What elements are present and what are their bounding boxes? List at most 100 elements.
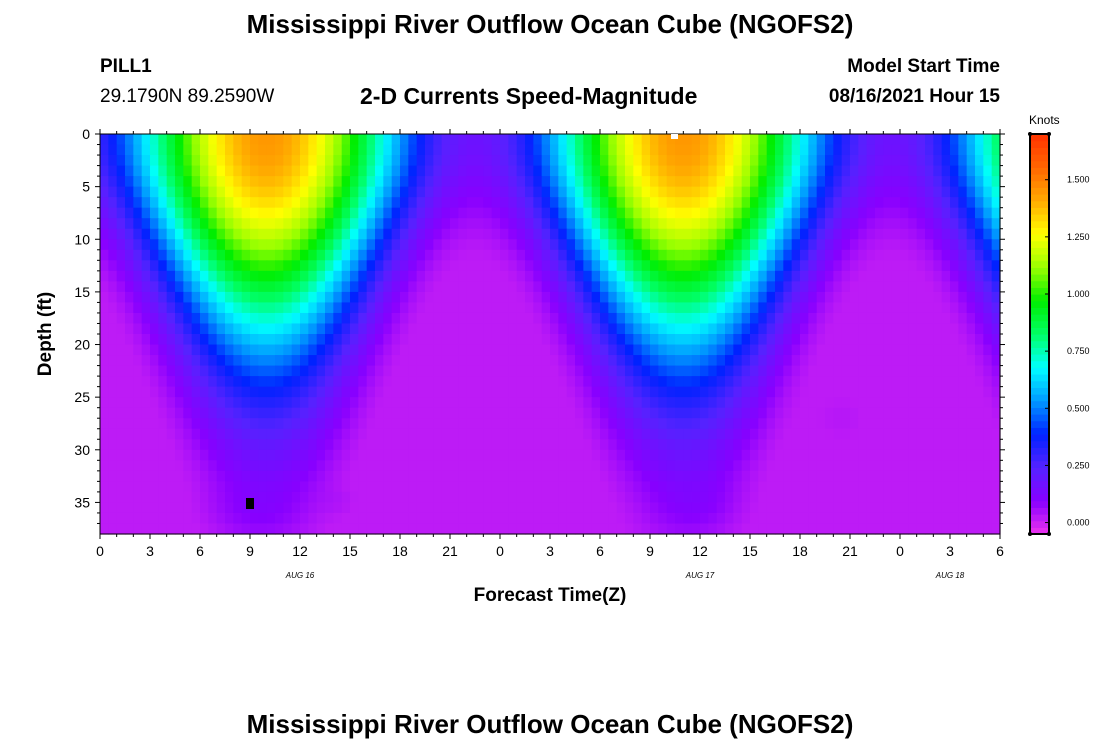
- heatmap-cell: [558, 428, 568, 440]
- heatmap-cell: [341, 334, 351, 346]
- heatmap-cell: [591, 176, 601, 188]
- heatmap-cell: [725, 323, 734, 335]
- heatmap-cell: [658, 512, 668, 525]
- heatmap-cell: [975, 312, 984, 325]
- heatmap-cell: [866, 418, 876, 430]
- heatmap-cell: [200, 407, 209, 419]
- heatmap-cell: [391, 144, 401, 156]
- heatmap-cell: [500, 312, 509, 325]
- heatmap-cell: [175, 302, 184, 314]
- heatmap-cell: [633, 291, 643, 304]
- heatmap-cell: [625, 481, 634, 493]
- heatmap-cell: [675, 470, 684, 482]
- heatmap-cell: [916, 144, 926, 156]
- heatmap-cell: [216, 334, 226, 346]
- heatmap-cell: [633, 334, 643, 346]
- heatmap-cell: [883, 228, 893, 240]
- heatmap-cell: [566, 470, 576, 482]
- heatmap-cell: [216, 302, 226, 314]
- heatmap-cell: [716, 134, 726, 146]
- heatmap-cell: [883, 470, 893, 482]
- heatmap-cell: [725, 407, 734, 419]
- heatmap-cell: [325, 470, 334, 482]
- heatmap-cell: [716, 407, 726, 419]
- heatmap-cell: [991, 449, 1001, 461]
- heatmap-cell: [508, 186, 518, 198]
- heatmap-cell: [233, 449, 243, 461]
- heatmap-cell: [775, 291, 784, 304]
- heatmap-cell: [616, 291, 626, 304]
- heatmap-cell: [416, 197, 426, 209]
- heatmap-cell: [583, 312, 593, 325]
- heatmap-cell: [450, 207, 459, 219]
- heatmap-cell: [283, 312, 293, 325]
- heatmap-cell: [875, 334, 884, 346]
- heatmap-cell: [716, 165, 726, 177]
- heatmap-cell: [908, 312, 918, 325]
- heatmap-cell: [791, 470, 801, 482]
- heatmap-cell: [191, 439, 201, 451]
- heatmap-cell: [716, 302, 726, 314]
- heatmap-cell: [791, 260, 801, 272]
- heatmap-cell: [841, 407, 851, 419]
- heatmap-cell: [100, 386, 109, 398]
- heatmap-cell: [316, 228, 326, 240]
- heatmap-cell: [500, 228, 509, 240]
- heatmap-cell: [991, 134, 1001, 146]
- heatmap-cell: [925, 323, 934, 335]
- heatmap-cell: [416, 407, 426, 419]
- heatmap-cell: [933, 523, 943, 535]
- heatmap-cell: [991, 239, 1001, 251]
- heatmap-cell: [116, 134, 126, 146]
- heatmap-cell: [891, 491, 901, 504]
- heatmap-cell: [316, 523, 326, 535]
- heatmap-cell: [333, 228, 343, 240]
- heatmap-cell: [316, 186, 326, 198]
- heatmap-cell: [941, 186, 951, 198]
- heatmap-cell: [700, 249, 709, 261]
- colorbar-segment: [1030, 160, 1049, 168]
- heatmap-cell: [966, 239, 976, 251]
- heatmap-cell: [666, 502, 676, 514]
- heatmap-cell: [258, 523, 268, 535]
- heatmap-cell: [125, 460, 134, 472]
- heatmap-cell: [608, 376, 618, 388]
- heatmap-cell: [333, 176, 343, 188]
- heatmap-cell: [933, 439, 943, 451]
- heatmap-cell: [641, 502, 651, 514]
- station-id: PILL1: [100, 56, 152, 77]
- heatmap-cell: [850, 176, 859, 188]
- heatmap-cell: [550, 449, 559, 461]
- heatmap-cell: [783, 249, 793, 261]
- heatmap-cell: [383, 344, 393, 356]
- heatmap-cell: [241, 512, 251, 525]
- heatmap-cell: [791, 218, 801, 230]
- heatmap-cell: [283, 502, 293, 514]
- heatmap-cell: [291, 449, 301, 461]
- heatmap-cell: [800, 344, 809, 356]
- heatmap-cell: [808, 144, 818, 156]
- heatmap-cell: [908, 512, 918, 525]
- heatmap-cell: [700, 386, 709, 398]
- heatmap-cell: [116, 197, 126, 209]
- heatmap-cell: [566, 418, 576, 430]
- heatmap-cell: [983, 491, 993, 504]
- heatmap-cell: [200, 281, 209, 293]
- heatmap-cell: [983, 344, 993, 356]
- heatmap-cell: [750, 218, 759, 230]
- heatmap-cell: [116, 270, 126, 282]
- heatmap-cell: [425, 386, 434, 398]
- heatmap-cell: [916, 449, 926, 461]
- heatmap-cell: [733, 176, 743, 188]
- heatmap-cell: [650, 418, 659, 430]
- heatmap-cell: [900, 197, 909, 209]
- heatmap-cell: [366, 260, 376, 272]
- heatmap-cell: [141, 334, 151, 346]
- heatmap-cell: [675, 386, 684, 398]
- heatmap-cell: [508, 334, 518, 346]
- heatmap-cell: [766, 344, 776, 356]
- heatmap-cell: [208, 207, 218, 219]
- heatmap-cell: [425, 344, 434, 356]
- heatmap-cell: [341, 239, 351, 251]
- heatmap-cell: [300, 334, 309, 346]
